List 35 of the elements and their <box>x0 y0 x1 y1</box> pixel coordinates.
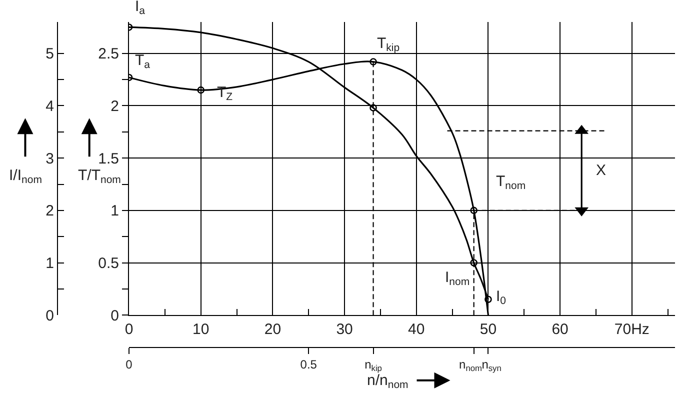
x-tick-label: 10 <box>192 321 210 338</box>
annotation: I$_{a}$ <box>135 0 146 18</box>
x-axis-title: n/n$_{nom}$ <box>367 372 409 392</box>
annotation: I$_{0}$ <box>496 288 506 308</box>
x2-tick-label: 0 <box>126 357 133 372</box>
x-tick-label: 50 <box>480 321 497 338</box>
annotation: T$_{a}$ <box>135 52 150 72</box>
annotation: T$_{Z}$ <box>217 84 234 104</box>
y-tick-label: 1 <box>46 255 54 272</box>
y2-tick-label: 1.5 <box>98 150 120 168</box>
y2-tick-label: 0.5 <box>98 255 120 272</box>
annotation: T$_{kip}$ <box>377 35 400 54</box>
x2-tick-label: 0.5 <box>300 357 318 372</box>
y2-tick-label: 0 <box>110 307 120 324</box>
y-tick-label: 5 <box>46 46 54 63</box>
x-tick-label: 0 <box>124 321 134 338</box>
x-tick-label: 20 <box>264 321 282 338</box>
y-tick-label: 2 <box>46 202 54 220</box>
y2-tick-label: 2 <box>110 98 120 115</box>
annotation: I$_{nom}$ <box>445 269 470 288</box>
x2-tick-label: n$_{kip}$ <box>364 357 382 373</box>
x-tick-label: 70Hz <box>614 321 650 338</box>
y-tick-label: 3 <box>46 150 54 168</box>
x-tick-label: 60 <box>552 321 568 338</box>
x2-tick-label: n$_{nom}$ <box>459 357 482 373</box>
annotation: X <box>596 162 606 179</box>
y2-tick-label: 2.5 <box>98 46 120 63</box>
x-tick-label: 40 <box>408 321 425 338</box>
y-tick-label: 0 <box>46 307 54 324</box>
y2-axis-title: T/T$_{nom}$ <box>78 167 122 186</box>
x-tick-label: 30 <box>336 321 353 338</box>
y-tick-label: 4 <box>46 98 54 115</box>
y-axis-title: I/I$_{nom}$ <box>9 167 42 186</box>
y2-tick-label: 1 <box>110 202 120 220</box>
annotation: T$_{nom}$ <box>496 173 526 192</box>
